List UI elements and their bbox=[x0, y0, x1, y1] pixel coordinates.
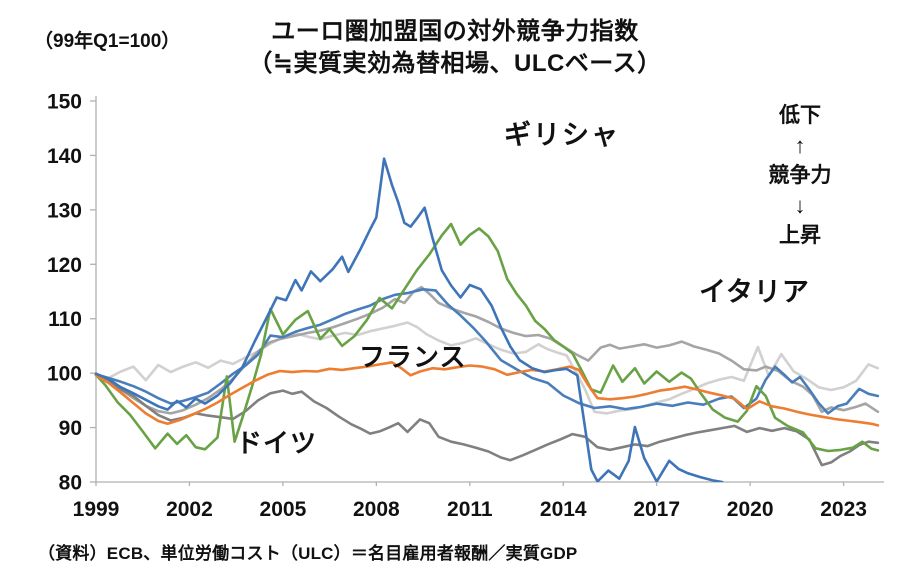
x-tick-label: 2005 bbox=[260, 498, 307, 521]
series-line-germany bbox=[94, 372, 880, 467]
y-tick-label: 140 bbox=[47, 145, 82, 168]
x-tick-label: 2023 bbox=[820, 498, 867, 521]
y-tick-label: 90 bbox=[59, 417, 82, 440]
series-line-france bbox=[94, 361, 880, 427]
chart-title-line1: ユーロ圏加盟国の対外競争力指数 bbox=[271, 18, 639, 45]
x-tick-label: 2020 bbox=[727, 498, 774, 521]
x-tick-label: 2017 bbox=[633, 498, 680, 521]
competitiveness-annotation: 低下 ↑ 競争力 ↓ 上昇 bbox=[752, 100, 848, 251]
series-label-greece: ギリシャ bbox=[504, 120, 620, 150]
chart-title-line2: （≒実質実効為替相場、ULCベース） bbox=[248, 50, 662, 77]
y-axis-tick-labels: 150 140 130 120 110 100 90 80 bbox=[47, 90, 82, 494]
series-label-france: フランス bbox=[359, 342, 467, 372]
chart-title: ユーロ圏加盟国の対外競争力指数 （≒実質実効為替相場、ULCベース） bbox=[200, 16, 710, 80]
series-line-unlabeled-blue-1 bbox=[94, 157, 724, 482]
x-tick-label: 2011 bbox=[447, 498, 493, 521]
data-series bbox=[94, 157, 880, 482]
annotation-competitiveness: 競争力 bbox=[768, 164, 832, 187]
series-line-unlabeled-blue-2 bbox=[94, 288, 880, 415]
annotation-decline: 低下 bbox=[779, 104, 821, 127]
y-tick-label: 80 bbox=[59, 472, 82, 495]
series-label-italy: イタリア bbox=[699, 277, 810, 307]
annotation-rise: 上昇 bbox=[779, 224, 821, 247]
y-tick-label: 150 bbox=[47, 90, 82, 113]
series-line-greece bbox=[94, 222, 880, 453]
axes bbox=[90, 96, 884, 486]
series-line-unlabeled-light-gray bbox=[94, 321, 880, 415]
x-tick-label: 1999 bbox=[73, 498, 120, 521]
x-axis-tick-labels: 1999 2002 2005 2008 2011 2014 2017 2020 2023 bbox=[73, 498, 867, 521]
up-arrow-icon: ↑ bbox=[794, 133, 806, 158]
x-tick-label: 2008 bbox=[353, 498, 400, 521]
unit-note: （99年Q1=100） bbox=[34, 31, 181, 52]
y-tick-label: 120 bbox=[47, 254, 82, 277]
y-tick-label: 110 bbox=[48, 308, 82, 331]
source-note: （資料）ECB、単位労働コスト（ULC）＝名目雇用者報酬／実質GDP bbox=[38, 544, 578, 563]
y-tick-label: 100 bbox=[47, 363, 82, 386]
y-tick-label: 130 bbox=[47, 199, 82, 222]
x-tick-label: 2014 bbox=[540, 498, 587, 521]
down-arrow-icon: ↓ bbox=[794, 193, 806, 218]
x-tick-label: 2002 bbox=[166, 498, 213, 521]
series-label-germany: ドイツ bbox=[236, 428, 318, 458]
